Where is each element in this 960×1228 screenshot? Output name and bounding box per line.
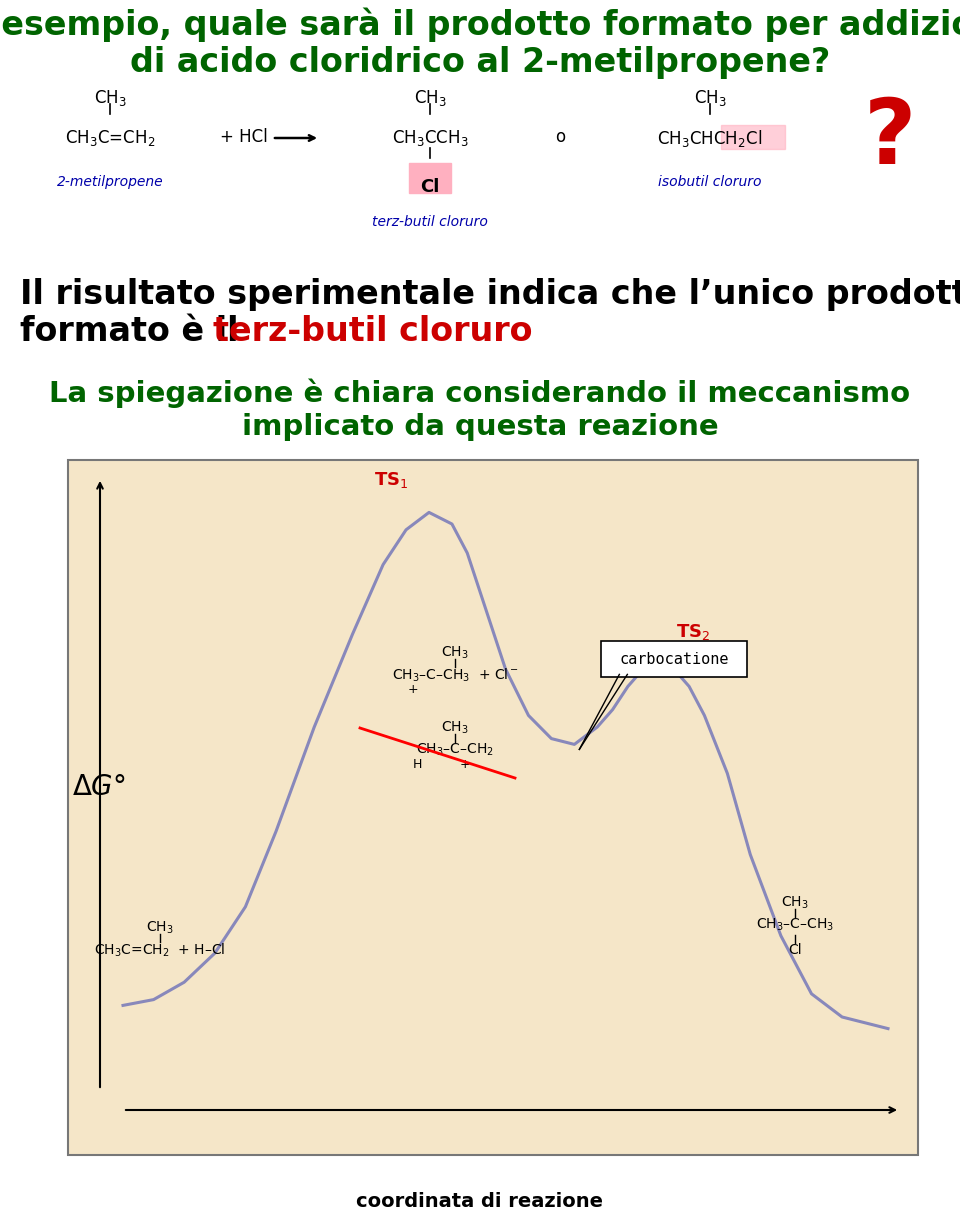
Text: 2-metilpropene: 2-metilpropene	[57, 176, 163, 189]
Text: CH$_3$CHCH$_2$Cl: CH$_3$CHCH$_2$Cl	[658, 128, 762, 149]
Text: +: +	[460, 758, 470, 771]
Text: formato è il: formato è il	[20, 316, 251, 348]
Text: terz-butil cloruro: terz-butil cloruro	[372, 215, 488, 228]
FancyBboxPatch shape	[601, 641, 747, 678]
Text: Cl: Cl	[788, 943, 802, 957]
Text: CH$_3$: CH$_3$	[442, 720, 468, 737]
Text: Ad esempio, quale sarà il prodotto formato per addizione: Ad esempio, quale sarà il prodotto forma…	[0, 9, 960, 43]
Text: +: +	[408, 683, 419, 696]
Text: CH$_3$–C–CH$_3$: CH$_3$–C–CH$_3$	[756, 917, 834, 933]
Text: implicato da questa reazione: implicato da questa reazione	[242, 413, 718, 441]
Text: CH$_3$: CH$_3$	[146, 920, 174, 937]
Text: Cl: Cl	[420, 178, 440, 196]
Text: + HCl: + HCl	[220, 128, 268, 146]
Text: coordinata di reazione: coordinata di reazione	[356, 1192, 604, 1211]
Text: ?: ?	[864, 95, 916, 183]
FancyBboxPatch shape	[721, 125, 785, 149]
Text: o: o	[555, 128, 565, 146]
Text: CH$_3$: CH$_3$	[694, 88, 727, 108]
Text: CH$_3$–C–CH$_2$: CH$_3$–C–CH$_2$	[416, 742, 494, 759]
Text: carbocatione: carbocatione	[619, 652, 729, 667]
Text: Il risultato sperimentale indica che l’unico prodotto: Il risultato sperimentale indica che l’u…	[20, 278, 960, 311]
Text: CH$_3$C=CH$_2$  + H–Cl: CH$_3$C=CH$_2$ + H–Cl	[94, 942, 226, 959]
Text: CH$_3$: CH$_3$	[94, 88, 127, 108]
Text: terz-butil cloruro: terz-butil cloruro	[213, 316, 533, 348]
Bar	[68, 460, 918, 1156]
Text: H: H	[412, 758, 421, 771]
Text: CH$_3$: CH$_3$	[442, 645, 468, 662]
Text: La spiegazione è chiara considerando il meccanismo: La spiegazione è chiara considerando il …	[49, 378, 911, 408]
Text: isobutil cloruro: isobutil cloruro	[659, 176, 761, 189]
Text: CH$_3$C=CH$_2$: CH$_3$C=CH$_2$	[65, 128, 156, 149]
Text: TS$_1$: TS$_1$	[373, 470, 408, 490]
Text: CH$_3$: CH$_3$	[781, 895, 809, 911]
Text: CH$_3$–C–CH$_3$  + Cl$^-$: CH$_3$–C–CH$_3$ + Cl$^-$	[392, 667, 518, 684]
Text: CH$_3$: CH$_3$	[414, 88, 446, 108]
Text: TS$_2$: TS$_2$	[677, 623, 710, 642]
Text: di acido cloridrico al 2-metilpropene?: di acido cloridrico al 2-metilpropene?	[130, 45, 830, 79]
FancyBboxPatch shape	[409, 163, 451, 193]
Text: CH$_3$CCH$_3$: CH$_3$CCH$_3$	[392, 128, 468, 149]
Text: $\Delta G°$: $\Delta G°$	[72, 772, 126, 801]
